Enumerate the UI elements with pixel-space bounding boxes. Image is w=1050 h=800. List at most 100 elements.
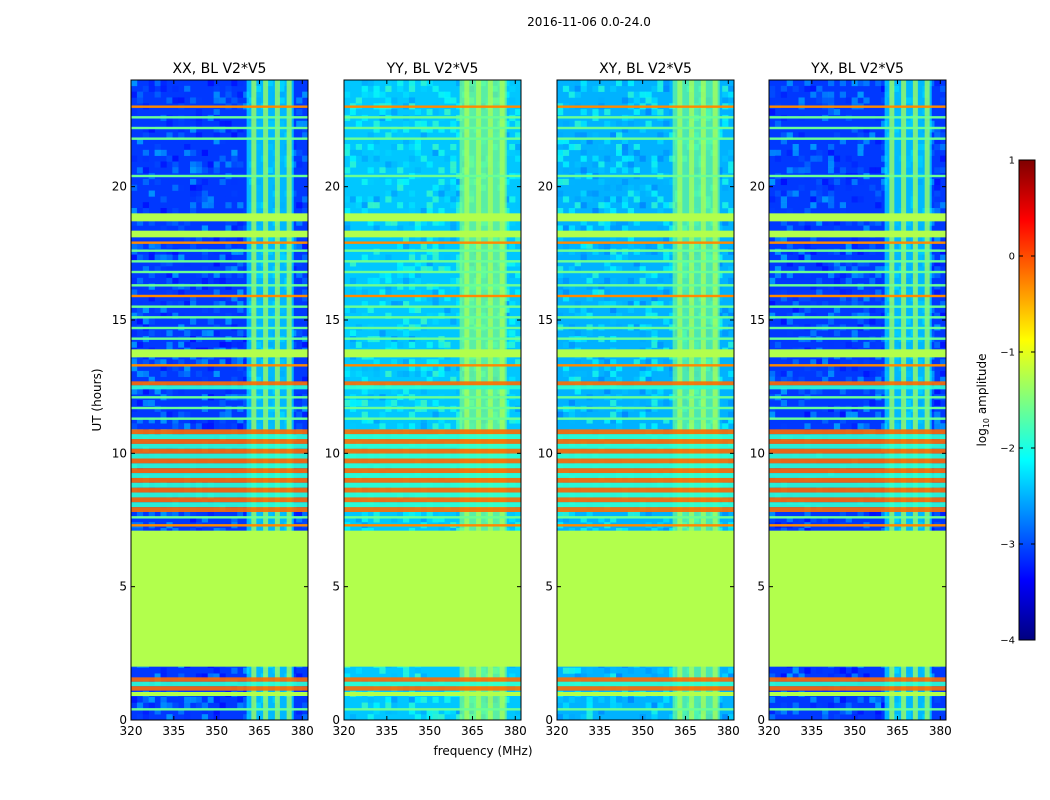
heatmap-cell [810, 301, 817, 308]
heatmap-cell [385, 178, 392, 186]
heatmap-cell [592, 289, 599, 296]
heatmap-cell [444, 696, 451, 703]
heatmap-cell [201, 673, 208, 680]
heatmap-cell [213, 370, 220, 378]
heatmap-cell [131, 696, 138, 703]
bright-time-stripe [131, 477, 308, 483]
heatmap-cell [201, 167, 208, 174]
heatmap-cell [669, 272, 676, 279]
heatmap-cell [414, 120, 421, 127]
heatmap-cell [774, 190, 782, 197]
heatmap-cell [574, 144, 581, 151]
rfi-time-line [344, 284, 521, 287]
heatmap-cell [184, 341, 191, 348]
heatmap-cell [302, 242, 309, 250]
heatmap-cell [669, 365, 676, 372]
heatmap-cell [385, 132, 392, 139]
heatmap-cell [231, 149, 238, 156]
heatmap-cell [774, 120, 782, 127]
heatmap-cell [722, 184, 729, 191]
heatmap-cell [863, 80, 870, 87]
y-tick-label: 5 [545, 580, 553, 594]
heatmap-cell [403, 301, 410, 308]
heatmap-cell [432, 714, 439, 721]
heatmap-cell [225, 196, 232, 203]
heatmap-cell [142, 132, 149, 139]
heatmap-cell [142, 306, 149, 314]
flagged-time-block [131, 530, 308, 667]
heatmap-cell [934, 202, 941, 209]
heatmap-cell [833, 411, 841, 418]
heatmap-cell [355, 365, 362, 372]
heatmap-cell [875, 196, 882, 203]
heatmap-cell [663, 202, 670, 209]
heatmap-cell [456, 417, 463, 424]
rfi-time-line [131, 260, 308, 263]
heatmap-cell [373, 370, 380, 378]
heatmap-cell [798, 184, 805, 191]
heatmap-cell [142, 155, 149, 162]
heatmap-cell [881, 330, 888, 337]
heatmap-cell [839, 667, 846, 674]
rfi-time-line [131, 396, 308, 399]
heatmap-cell [722, 673, 729, 680]
heatmap-cell [355, 120, 362, 127]
heatmap-cell [574, 306, 581, 314]
heatmap-cell [237, 365, 244, 372]
heatmap-cell [621, 138, 629, 145]
heatmap-cell [586, 667, 593, 674]
heatmap-cell [414, 138, 421, 145]
heatmap-cell [780, 202, 787, 209]
heatmap-cell [166, 254, 173, 261]
heatmap-cell [379, 423, 386, 430]
bright-time-stripe [131, 443, 308, 449]
heatmap-cell [863, 97, 870, 104]
heatmap-cell [160, 359, 167, 366]
heatmap-cell [657, 196, 664, 203]
heatmap-cell [657, 301, 664, 308]
flagged-time-block [131, 230, 308, 238]
heatmap-cell [131, 423, 138, 430]
heatmap-cell [669, 178, 676, 186]
heatmap-cell [213, 161, 220, 168]
heatmap-cell [219, 237, 226, 244]
heatmap-cell [881, 144, 888, 151]
rfi-time-line [131, 174, 308, 178]
heatmap-cell [509, 242, 516, 250]
heatmap-cell [190, 161, 197, 168]
heatmap-cell [432, 359, 439, 366]
heatmap-cell [432, 376, 439, 383]
heatmap-cell [403, 359, 410, 366]
heatmap-cell [934, 312, 941, 319]
heatmap-cell [857, 272, 864, 279]
heatmap-cell [645, 97, 652, 104]
bright-time-stripe [344, 681, 521, 687]
heatmap-cell [243, 400, 250, 407]
heatmap-cell [408, 696, 416, 703]
heatmap-cell [816, 388, 823, 395]
heatmap-cell [207, 161, 214, 168]
heatmap-cell [780, 370, 787, 378]
heatmap-cell [361, 289, 368, 296]
heatmap-cell [172, 277, 179, 284]
heatmap-cell [426, 126, 433, 133]
heatmap-cell [160, 306, 167, 314]
heatmap-cell [225, 242, 232, 250]
heatmap-cell [774, 97, 782, 104]
heatmap-cell [195, 423, 203, 430]
rfi-time-line [344, 249, 521, 252]
heatmap-cell [344, 91, 351, 98]
heatmap-cell [816, 196, 823, 203]
heatmap-cell [645, 370, 652, 378]
heatmap-cell [420, 120, 427, 127]
heatmap-cell [438, 91, 445, 98]
heatmap-cell [875, 272, 882, 279]
heatmap-cell [444, 91, 451, 98]
heatmap-cell [172, 184, 179, 191]
heatmap-cell [881, 155, 888, 162]
heatmap-cell [798, 219, 805, 226]
heatmap-cell [657, 155, 664, 162]
heatmap-cell [869, 306, 876, 314]
heatmap-cell [172, 417, 179, 424]
